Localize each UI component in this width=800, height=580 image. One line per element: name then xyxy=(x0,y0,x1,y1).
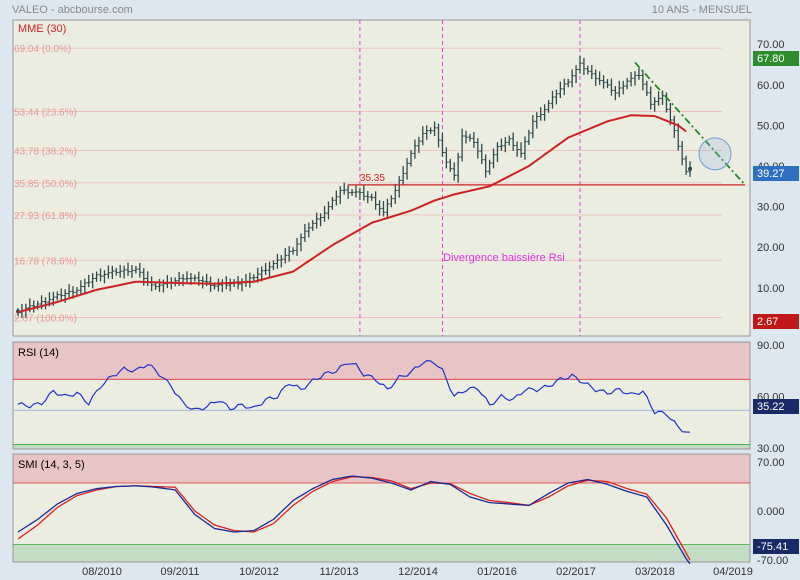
smi-overbought-zone xyxy=(13,454,750,483)
support-label: 35.35 xyxy=(360,173,385,184)
rsi-value-badge xyxy=(753,399,799,414)
fibo-label: 16.78 (78.6%) xyxy=(14,256,77,267)
time-tick: 02/2017 xyxy=(556,566,596,578)
smi-value-badge-text: -75.41 xyxy=(757,541,788,553)
time-tick: 12/2014 xyxy=(398,566,438,578)
high-badge-text: 67.80 xyxy=(757,53,785,65)
smi-oversold-zone xyxy=(13,544,750,562)
fibo-label: 2.67 (100.0%) xyxy=(14,314,77,325)
last-price-badge-text: 39.27 xyxy=(757,168,785,180)
smi-legend: SMI (14, 3, 5) xyxy=(18,459,85,471)
price-panel xyxy=(12,19,751,337)
time-tick: 10/2012 xyxy=(239,566,279,578)
fibo-label: 35.85 (50.0%) xyxy=(14,179,77,190)
rsi-value-badge-text: 35.22 xyxy=(757,401,785,413)
header-title: VALEO - abcbourse.com xyxy=(12,4,133,16)
time-tick: 09/2011 xyxy=(161,566,200,578)
rsi-oversold-zone xyxy=(13,444,750,449)
smi-tick: 70.00 xyxy=(757,457,785,469)
target-circle xyxy=(698,137,732,171)
smi-value-badge xyxy=(753,539,799,554)
smi-tick: 0.000 xyxy=(757,506,785,518)
smi-tick: -70.00 xyxy=(757,555,788,567)
last-price-badge xyxy=(753,166,799,181)
mme-line xyxy=(17,114,687,314)
mme-legend: MME (30) xyxy=(18,23,66,35)
fibonacci-levels: 69.04 (0.0%) 53.44 (23.6%) 43.78 (38.2%) 35… xyxy=(13,44,722,325)
time-tick: 01/2016 xyxy=(477,566,517,578)
price-tick: 30.00 xyxy=(757,202,785,214)
fibo-label: 43.78 (38.2%) xyxy=(14,147,77,158)
high-badge xyxy=(753,51,799,66)
rsi-legend: RSI (14) xyxy=(18,347,59,359)
rsi-line xyxy=(17,359,691,433)
price-tick: 70.00 xyxy=(757,39,785,51)
time-tick: 08/2010 xyxy=(82,566,122,578)
rsi-overbought-zone xyxy=(13,342,750,380)
fibo-label: 69.04 (0.0%) xyxy=(14,44,71,55)
low-badge-text: 2.67 xyxy=(757,316,778,328)
time-tick: 11/2013 xyxy=(320,566,359,578)
divergence-annotation: Divergence baissière Rsi xyxy=(443,252,565,264)
price-tick: 20.00 xyxy=(757,242,785,254)
header-period: 10 ANS - MENSUEL xyxy=(652,4,752,16)
smi-axis: 70.00 0.000 -70.00 xyxy=(757,457,788,567)
price-tick: 50.00 xyxy=(757,120,785,132)
time-axis: 08/2010 09/2011 10/2012 11/2013 12/2014 01/20… xyxy=(82,566,753,578)
highlight-point xyxy=(688,166,693,171)
time-tick: 03/2018 xyxy=(635,566,675,578)
smi-line xyxy=(17,475,691,565)
fibo-label: 27.93 (61.8%) xyxy=(14,211,77,222)
rsi-tick: 90.00 xyxy=(757,340,785,352)
price-tick: 60.00 xyxy=(757,80,785,92)
time-tick: 04/2019 xyxy=(713,566,753,578)
rsi-tick: 30.00 xyxy=(757,443,785,455)
low-badge xyxy=(753,314,799,329)
price-tick: 10.00 xyxy=(757,283,785,295)
fibo-label: 53.44 (23.6%) xyxy=(14,107,77,118)
